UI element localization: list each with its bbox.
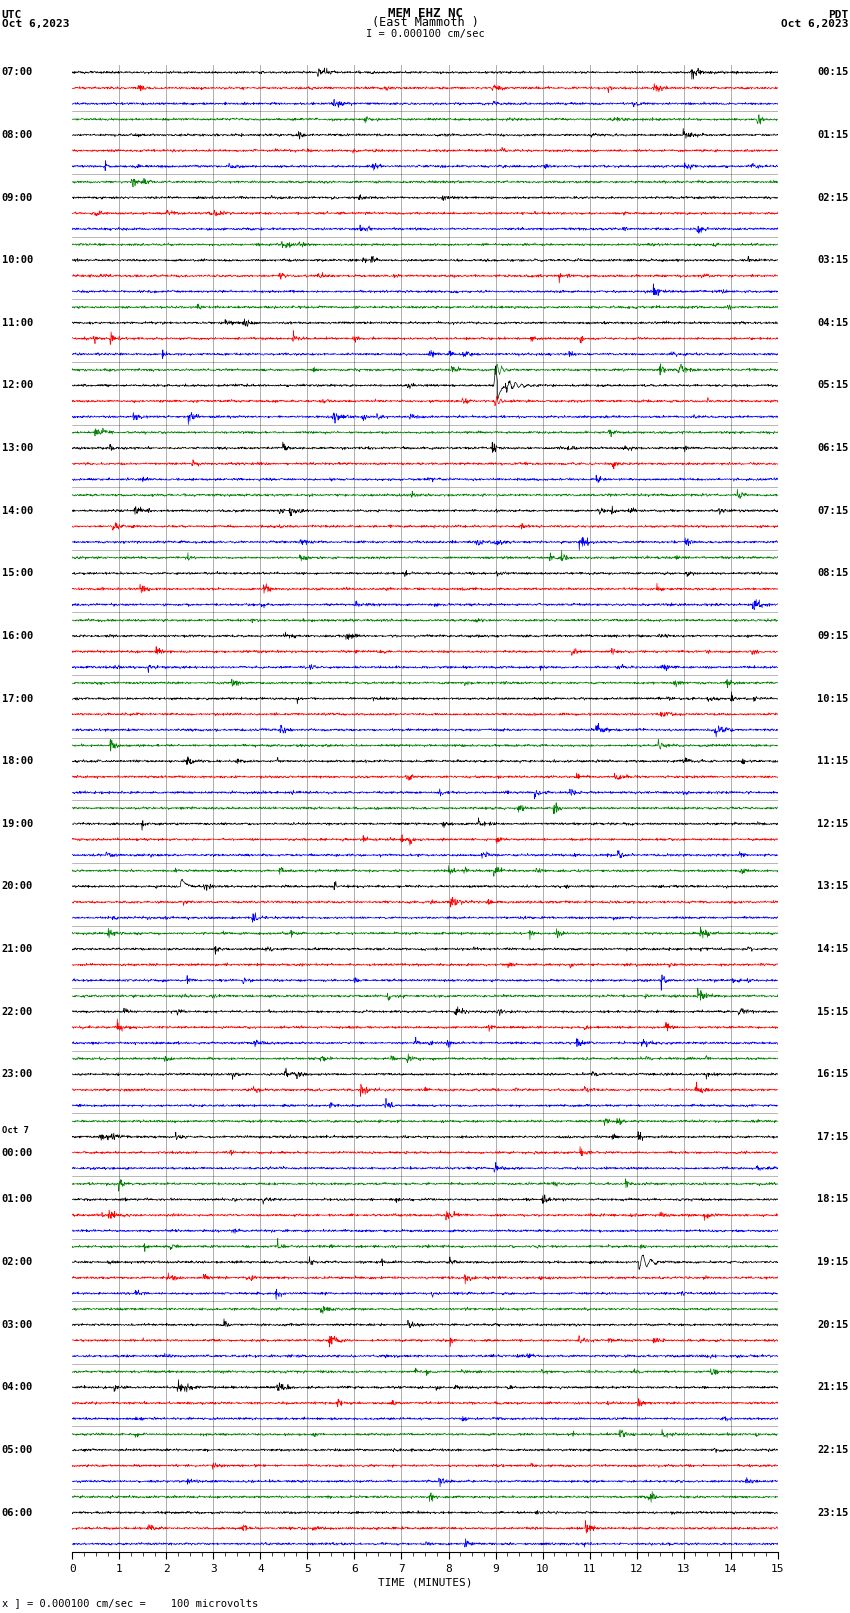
Text: 14:15: 14:15	[817, 944, 848, 953]
Text: 03:15: 03:15	[817, 255, 848, 265]
Text: 10:00: 10:00	[2, 255, 33, 265]
Text: 11:15: 11:15	[817, 756, 848, 766]
Text: 15:00: 15:00	[2, 568, 33, 579]
Text: MEM EHZ NC: MEM EHZ NC	[388, 6, 462, 19]
Text: 08:15: 08:15	[817, 568, 848, 579]
Text: 07:00: 07:00	[2, 68, 33, 77]
Text: 07:15: 07:15	[817, 506, 848, 516]
Text: 19:15: 19:15	[817, 1257, 848, 1268]
Text: 00:00: 00:00	[2, 1147, 33, 1158]
X-axis label: TIME (MINUTES): TIME (MINUTES)	[377, 1578, 473, 1587]
Text: 22:00: 22:00	[2, 1007, 33, 1016]
Text: 01:15: 01:15	[817, 131, 848, 140]
Text: Oct 6,2023: Oct 6,2023	[2, 19, 69, 29]
Text: 01:00: 01:00	[2, 1195, 33, 1205]
Text: 04:00: 04:00	[2, 1382, 33, 1392]
Text: Oct 6,2023: Oct 6,2023	[781, 19, 848, 29]
Text: 04:15: 04:15	[817, 318, 848, 327]
Text: 02:00: 02:00	[2, 1257, 33, 1268]
Text: 23:00: 23:00	[2, 1069, 33, 1079]
Text: 17:15: 17:15	[817, 1132, 848, 1142]
Text: 18:15: 18:15	[817, 1195, 848, 1205]
Text: (East Mammoth ): (East Mammoth )	[371, 16, 479, 29]
Text: 17:00: 17:00	[2, 694, 33, 703]
Text: 08:00: 08:00	[2, 131, 33, 140]
Text: 06:15: 06:15	[817, 444, 848, 453]
Text: PDT: PDT	[828, 10, 848, 19]
Text: 09:15: 09:15	[817, 631, 848, 640]
Text: 05:00: 05:00	[2, 1445, 33, 1455]
Text: 13:00: 13:00	[2, 444, 33, 453]
Text: 14:00: 14:00	[2, 506, 33, 516]
Text: 02:15: 02:15	[817, 192, 848, 203]
Text: UTC: UTC	[2, 10, 22, 19]
Text: I = 0.000100 cm/sec: I = 0.000100 cm/sec	[366, 29, 484, 39]
Text: 19:00: 19:00	[2, 819, 33, 829]
Text: 16:00: 16:00	[2, 631, 33, 640]
Text: 09:00: 09:00	[2, 192, 33, 203]
Text: 15:15: 15:15	[817, 1007, 848, 1016]
Text: 05:15: 05:15	[817, 381, 848, 390]
Text: 20:00: 20:00	[2, 881, 33, 892]
Text: 21:15: 21:15	[817, 1382, 848, 1392]
Text: 16:15: 16:15	[817, 1069, 848, 1079]
Text: 21:00: 21:00	[2, 944, 33, 953]
Text: 03:00: 03:00	[2, 1319, 33, 1329]
Text: 20:15: 20:15	[817, 1319, 848, 1329]
Text: 10:15: 10:15	[817, 694, 848, 703]
Text: 06:00: 06:00	[2, 1508, 33, 1518]
Text: 13:15: 13:15	[817, 881, 848, 892]
Text: 18:00: 18:00	[2, 756, 33, 766]
Text: x ] = 0.000100 cm/sec =    100 microvolts: x ] = 0.000100 cm/sec = 100 microvolts	[2, 1598, 258, 1608]
Text: 12:15: 12:15	[817, 819, 848, 829]
Text: 12:00: 12:00	[2, 381, 33, 390]
Text: 22:15: 22:15	[817, 1445, 848, 1455]
Text: 00:15: 00:15	[817, 68, 848, 77]
Text: 23:15: 23:15	[817, 1508, 848, 1518]
Text: Oct 7: Oct 7	[2, 1126, 29, 1136]
Text: 11:00: 11:00	[2, 318, 33, 327]
